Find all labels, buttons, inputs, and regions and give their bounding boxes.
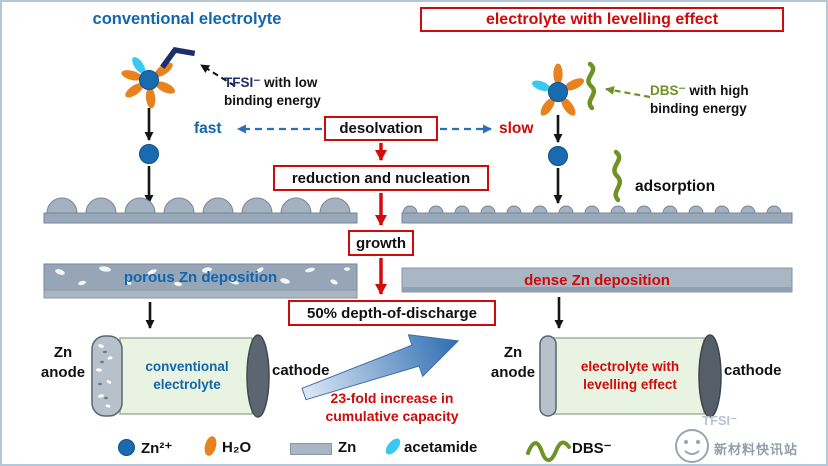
watermark-logo	[675, 429, 709, 463]
acetamide-molecule-icon	[132, 57, 146, 74]
dbs-anion-icon	[586, 61, 597, 111]
battery-body-label-left: conventional electrolyte	[145, 359, 229, 392]
title-right-box: electrolyte with levelling effect	[420, 7, 784, 32]
tfsi-term: TFSI⁻	[224, 75, 261, 90]
tfsi-note-text: with low binding energy	[224, 75, 321, 109]
dbs-label: DBS⁻	[572, 440, 612, 457]
reduction-box: reduction and nucleation	[273, 165, 489, 191]
acetamide-molecule-icon	[532, 80, 551, 92]
anode-label-left: Zn anode	[40, 344, 86, 381]
zn-ion-icon	[118, 439, 135, 456]
dod-box: 50% depth-of-discharge	[288, 300, 496, 326]
battery-body-label-right: electrolyte with levelling effect	[580, 359, 680, 392]
cathode-disc	[246, 334, 270, 418]
electrode-surface-right	[401, 205, 793, 224]
watermark-label: 新材料快讯站	[714, 442, 799, 457]
zn-ion-left	[139, 144, 159, 164]
dbs-pointer-arrow	[605, 86, 651, 99]
fast-label: fast	[194, 120, 222, 137]
acetamide-label: acetamide	[404, 439, 478, 456]
dbs-term: DBS⁻	[650, 83, 686, 98]
tfsi-pointer-arrow	[200, 64, 236, 87]
growth-box: growth	[348, 230, 414, 256]
zn-ion-label: Zn²⁺	[141, 440, 173, 457]
tfsi-anion-icon	[160, 46, 196, 69]
dense-anode-cap	[539, 335, 557, 417]
dbs-icon	[526, 440, 571, 463]
tfsi-watermark-label: TFSI⁻	[702, 413, 738, 428]
slow-label: slow	[499, 120, 534, 137]
porous-anode-cap	[91, 335, 123, 417]
electrode-surface-left	[43, 197, 358, 224]
cathode-label-left: cathode	[272, 362, 330, 379]
battery-left	[91, 334, 270, 418]
adsorption-squiggle	[612, 149, 623, 203]
solvation-cluster-right	[532, 61, 597, 116]
dbs-note-text: with high binding energy	[650, 83, 749, 117]
solvation-cluster-left	[121, 46, 196, 109]
right-column-arrows	[553, 115, 564, 329]
zn-ion-right	[548, 146, 568, 166]
cathode-disc	[698, 334, 722, 418]
desolvation-box: desolvation	[324, 116, 438, 141]
dbs-note: DBS⁻ with high binding energy	[650, 82, 780, 118]
big-increase-arrow	[301, 334, 460, 401]
title-left: conventional electrolyte	[92, 10, 282, 28]
water-label: H₂O	[222, 439, 252, 456]
battery-right	[539, 334, 722, 418]
porous-deposition-label: porous Zn deposition	[123, 268, 278, 286]
adsorption-label: adsorption	[635, 178, 716, 195]
left-column-arrows	[144, 108, 155, 329]
dense-deposit-bar	[401, 267, 793, 293]
dense-deposition-label: dense Zn deposition	[524, 271, 670, 289]
tfsi-note: TFSI⁻ with low binding energy	[224, 74, 350, 110]
increase-label: 23-fold increase in cumulative capacity	[325, 390, 459, 424]
zn-label: Zn	[338, 439, 357, 456]
anode-label-right: Zn anode	[490, 344, 536, 381]
cathode-label-right: cathode	[724, 362, 782, 379]
zn-bar-icon	[290, 443, 332, 455]
porous-deposit-bar	[43, 263, 358, 299]
